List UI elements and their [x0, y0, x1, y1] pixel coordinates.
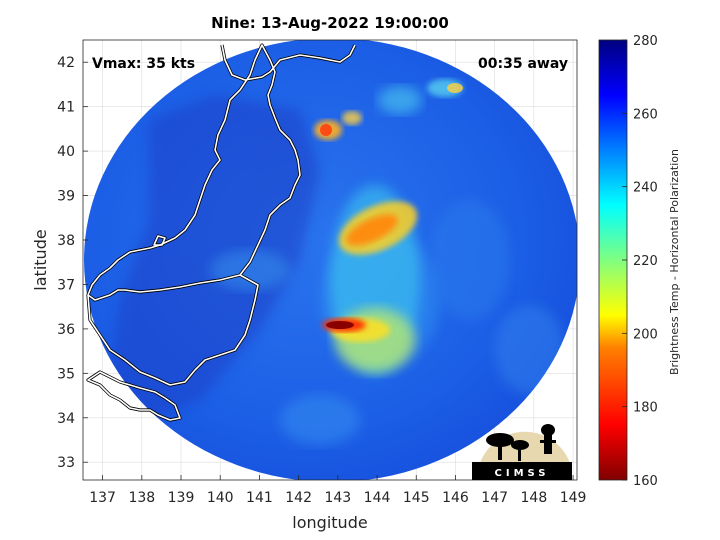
y-tick-label: 41 [57, 100, 75, 116]
axes-frame [82, 39, 578, 481]
x-tick-label: 141 [246, 490, 273, 506]
y-tick-label: 38 [57, 233, 75, 249]
y-tick-label: 39 [57, 189, 75, 205]
colorbar-tick-label: 200 [633, 327, 658, 342]
brightness-temp-swath [84, 40, 577, 480]
y-axis-label: latitude [31, 229, 50, 290]
y-tick-label: 36 [57, 322, 75, 338]
x-tick-label: 137 [89, 490, 116, 506]
x-tick-label: 144 [364, 490, 391, 506]
longitude-ticks: 137 138 139 140 141 142 143 144 145 146 147 148 149 [89, 475, 586, 506]
x-tick-label: 139 [168, 490, 195, 506]
y-tick-label: 40 [57, 144, 75, 160]
x-tick-label: 140 [207, 490, 234, 506]
y-tick-label: 34 [57, 411, 75, 427]
x-tick-label: 146 [442, 490, 469, 506]
y-tick-label: 33 [57, 455, 75, 471]
colorbar-tick-label: 180 [633, 401, 658, 416]
colorbar-tick-label: 160 [633, 474, 658, 489]
colorbar-tick-label: 220 [633, 254, 658, 269]
x-tick-label: 149 [560, 490, 587, 506]
colorbar-tick-label: 280 [633, 34, 658, 49]
x-tick-label: 138 [128, 490, 155, 506]
vmax-annotation: Vmax: 35 kts [92, 56, 195, 72]
svg-text:CIMSS: CIMSS [495, 468, 550, 479]
x-tick-label: 148 [521, 490, 548, 506]
y-tick-label: 35 [57, 366, 75, 382]
x-tick-label: 143 [324, 490, 351, 506]
colorbar-label: Brightness Temp - Horizontal Polarizatio… [668, 149, 681, 375]
x-tick-label: 142 [285, 490, 312, 506]
y-tick-label: 42 [57, 55, 75, 71]
colorbar-tick-label: 260 [633, 107, 658, 122]
cimss-logo: CIMSS [472, 424, 572, 480]
y-tick-label: 37 [57, 277, 75, 293]
colorbar-ticks: 160 180 200 220 240 260 280 [622, 34, 658, 489]
latitude-ticks: 33 34 35 36 37 38 39 40 41 42 [57, 55, 88, 471]
map-title: Nine: 13-Aug-2022 19:00:00 [211, 14, 449, 32]
x-axis-label: longitude [292, 513, 367, 532]
colorbar-tick-label: 240 [633, 181, 658, 196]
colorbar: 160 180 200 220 240 260 280 Brightness Temp - … [598, 34, 681, 489]
x-tick-label: 145 [403, 490, 430, 506]
away-annotation: 00:35 away [478, 56, 568, 72]
x-tick-label: 147 [481, 490, 508, 506]
